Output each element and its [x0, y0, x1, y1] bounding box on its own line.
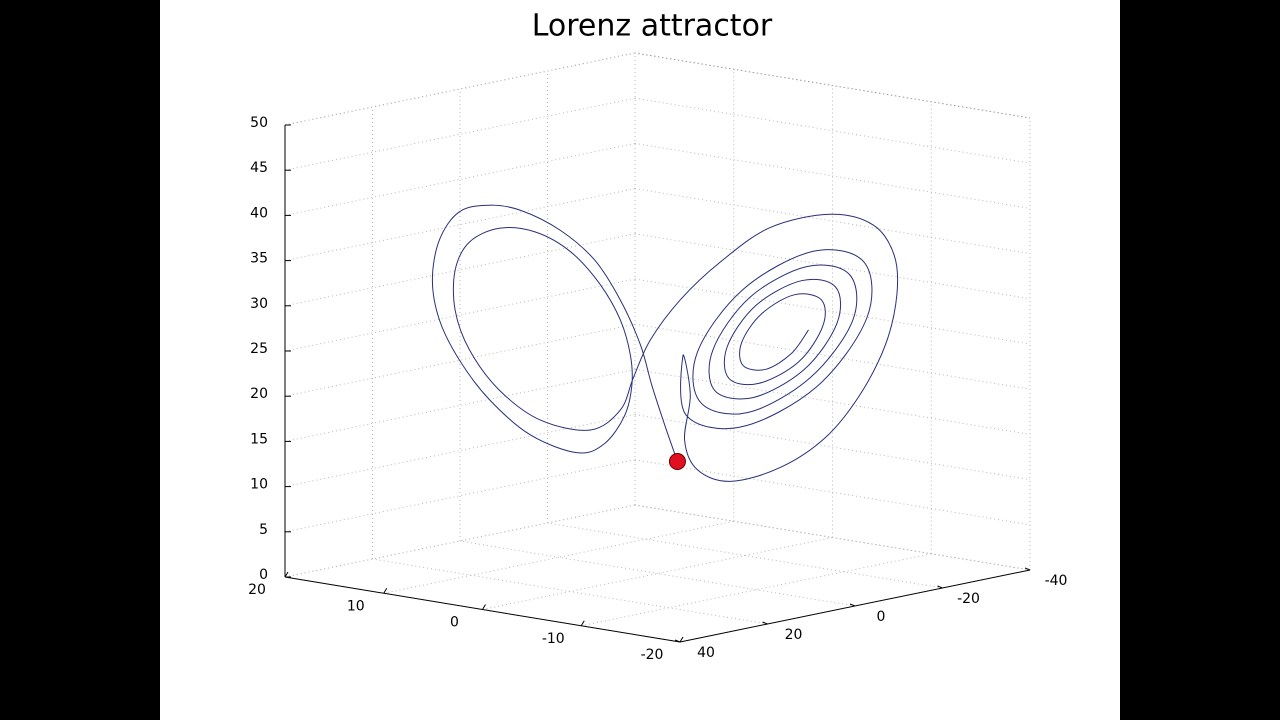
z-tick-label: 45 — [250, 160, 268, 176]
y-tick-label: 40 — [697, 645, 715, 661]
x-tick-label: 10 — [347, 598, 365, 614]
z-tick-label: 5 — [259, 522, 268, 538]
z-tick-label: 15 — [250, 431, 268, 447]
chart-title: Lorenz attractor — [532, 9, 773, 44]
z-tick-label: 25 — [250, 341, 268, 357]
grid-line — [634, 142, 1031, 209]
x-axis — [284, 576, 681, 643]
y-tick-label: -40 — [1045, 573, 1068, 589]
figure — [160, 0, 1120, 720]
x-tick-label: 20 — [248, 582, 266, 598]
grid-line — [634, 459, 1031, 526]
tick-mark — [482, 604, 486, 610]
z-tick-label: 40 — [250, 205, 268, 221]
trajectory — [431, 204, 899, 482]
z-tick-label: 20 — [250, 386, 268, 402]
x-tick-label: -20 — [641, 647, 664, 663]
grid-line — [634, 323, 1031, 390]
grid-line — [634, 52, 1031, 119]
tick-mark — [679, 636, 684, 643]
y-tick-label: -20 — [957, 591, 980, 607]
z-tick-label: 10 — [250, 477, 268, 493]
grid-line — [634, 278, 1031, 345]
grid-line — [459, 540, 856, 607]
grid-line — [547, 522, 943, 589]
tick-mark — [383, 587, 388, 594]
current-point — [668, 453, 686, 471]
y-tick-label: 20 — [785, 627, 803, 643]
x-tick-label: 0 — [450, 615, 459, 631]
grid-line — [634, 504, 1031, 571]
y-tick-label: 0 — [877, 609, 886, 625]
z-tick-label: 0 — [259, 567, 268, 583]
y-axis — [679, 569, 1031, 643]
grid-line — [634, 368, 1031, 435]
z-tick-label: 50 — [250, 115, 268, 131]
tick-mark — [580, 620, 585, 627]
x-tick-label: -10 — [542, 631, 565, 647]
z-tick-label: 30 — [250, 296, 268, 312]
grid-line — [634, 188, 1031, 255]
z-tick-label: 35 — [250, 251, 268, 267]
grid-line — [634, 97, 1031, 164]
grid-line — [372, 558, 768, 625]
grid-line — [634, 414, 1031, 481]
